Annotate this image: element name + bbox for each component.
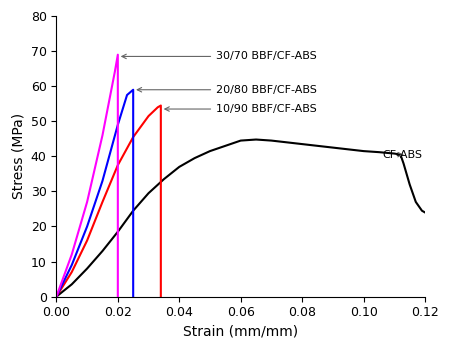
Text: 10/90 BBF/CF-ABS: 10/90 BBF/CF-ABS — [165, 104, 317, 114]
Text: 30/70 BBF/CF-ABS: 30/70 BBF/CF-ABS — [122, 51, 317, 62]
Y-axis label: Stress (MPa): Stress (MPa) — [11, 113, 25, 200]
Text: 20/80 BBF/CF-ABS: 20/80 BBF/CF-ABS — [137, 85, 317, 95]
X-axis label: Strain (mm/mm): Strain (mm/mm) — [183, 325, 298, 339]
Text: CF-ABS: CF-ABS — [382, 149, 422, 160]
